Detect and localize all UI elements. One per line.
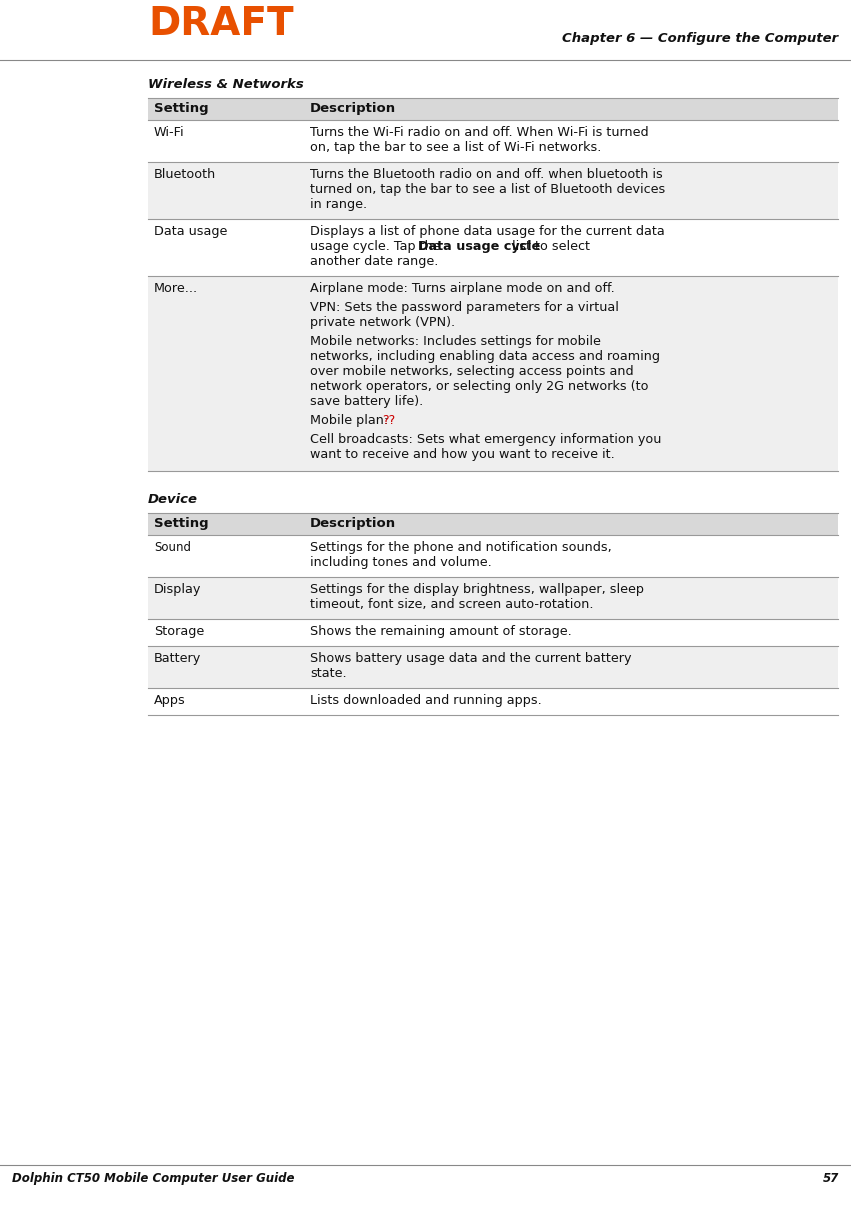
Text: state.: state. bbox=[310, 668, 346, 680]
Text: Chapter 6 — Configure the Computer: Chapter 6 — Configure the Computer bbox=[562, 33, 838, 45]
Text: turned on, tap the bar to see a list of Bluetooth devices: turned on, tap the bar to see a list of … bbox=[310, 183, 665, 196]
Bar bbox=[148, 646, 838, 688]
Text: Storage: Storage bbox=[154, 625, 204, 637]
Text: Data usage: Data usage bbox=[154, 225, 227, 239]
Text: over mobile networks, selecting access points and: over mobile networks, selecting access p… bbox=[310, 365, 634, 378]
Text: Shows the remaining amount of storage.: Shows the remaining amount of storage. bbox=[310, 625, 572, 637]
Text: want to receive and how you want to receive it.: want to receive and how you want to rece… bbox=[310, 448, 614, 462]
Text: private network (VPN).: private network (VPN). bbox=[310, 316, 455, 329]
Text: More...: More... bbox=[154, 282, 198, 295]
Text: Shows battery usage data and the current battery: Shows battery usage data and the current… bbox=[310, 652, 631, 665]
Text: Sound: Sound bbox=[154, 541, 191, 554]
Text: Display: Display bbox=[154, 583, 202, 596]
Text: Turns the Bluetooth radio on and off. when bluetooth is: Turns the Bluetooth radio on and off. wh… bbox=[310, 167, 663, 181]
Bar bbox=[148, 161, 838, 219]
Bar bbox=[148, 577, 838, 619]
Bar bbox=[148, 513, 838, 535]
Text: Bluetooth: Bluetooth bbox=[154, 167, 216, 181]
Text: Mobile networks: Includes settings for mobile: Mobile networks: Includes settings for m… bbox=[310, 335, 601, 348]
Text: Description: Description bbox=[310, 102, 396, 114]
Text: Dolphin CT50 Mobile Computer User Guide: Dolphin CT50 Mobile Computer User Guide bbox=[12, 1172, 294, 1185]
Text: network operators, or selecting only 2G networks (to: network operators, or selecting only 2G … bbox=[310, 380, 648, 393]
Text: Airplane mode: Turns airplane mode on and off.: Airplane mode: Turns airplane mode on an… bbox=[310, 282, 614, 295]
Text: on, tap the bar to see a list of Wi-Fi networks.: on, tap the bar to see a list of Wi-Fi n… bbox=[310, 141, 602, 154]
Text: Battery: Battery bbox=[154, 652, 201, 665]
Text: Mobile plan:: Mobile plan: bbox=[310, 415, 392, 427]
Bar bbox=[148, 276, 838, 471]
Text: save battery life).: save battery life). bbox=[310, 395, 423, 408]
Text: list to select: list to select bbox=[508, 240, 590, 253]
Text: Lists downloaded and running apps.: Lists downloaded and running apps. bbox=[310, 694, 542, 707]
Text: timeout, font size, and screen auto-rotation.: timeout, font size, and screen auto-rota… bbox=[310, 598, 593, 611]
Text: Description: Description bbox=[310, 517, 396, 530]
Text: Cell broadcasts: Sets what emergency information you: Cell broadcasts: Sets what emergency inf… bbox=[310, 433, 661, 446]
Text: in range.: in range. bbox=[310, 198, 367, 211]
Text: Data usage cycle: Data usage cycle bbox=[418, 240, 540, 253]
Text: Settings for the phone and notification sounds,: Settings for the phone and notification … bbox=[310, 541, 612, 554]
Text: Displays a list of phone data usage for the current data: Displays a list of phone data usage for … bbox=[310, 225, 665, 239]
Text: VPN: Sets the password parameters for a virtual: VPN: Sets the password parameters for a … bbox=[310, 301, 619, 315]
Text: another date range.: another date range. bbox=[310, 255, 438, 268]
Text: Apps: Apps bbox=[154, 694, 186, 707]
Text: Turns the Wi-Fi radio on and off. When Wi-Fi is turned: Turns the Wi-Fi radio on and off. When W… bbox=[310, 127, 648, 139]
Text: ??: ?? bbox=[382, 415, 395, 427]
Text: DRAFT: DRAFT bbox=[148, 5, 294, 43]
Text: 57: 57 bbox=[823, 1172, 839, 1185]
Text: Setting: Setting bbox=[154, 102, 208, 114]
Text: Wi-Fi: Wi-Fi bbox=[154, 127, 185, 139]
Text: Setting: Setting bbox=[154, 517, 208, 530]
Text: including tones and volume.: including tones and volume. bbox=[310, 556, 492, 569]
Text: Device: Device bbox=[148, 493, 198, 506]
Text: Settings for the display brightness, wallpaper, sleep: Settings for the display brightness, wal… bbox=[310, 583, 644, 596]
Bar bbox=[148, 98, 838, 120]
Text: networks, including enabling data access and roaming: networks, including enabling data access… bbox=[310, 349, 660, 363]
Text: Wireless & Networks: Wireless & Networks bbox=[148, 78, 304, 92]
Text: usage cycle. Tap the: usage cycle. Tap the bbox=[310, 240, 444, 253]
